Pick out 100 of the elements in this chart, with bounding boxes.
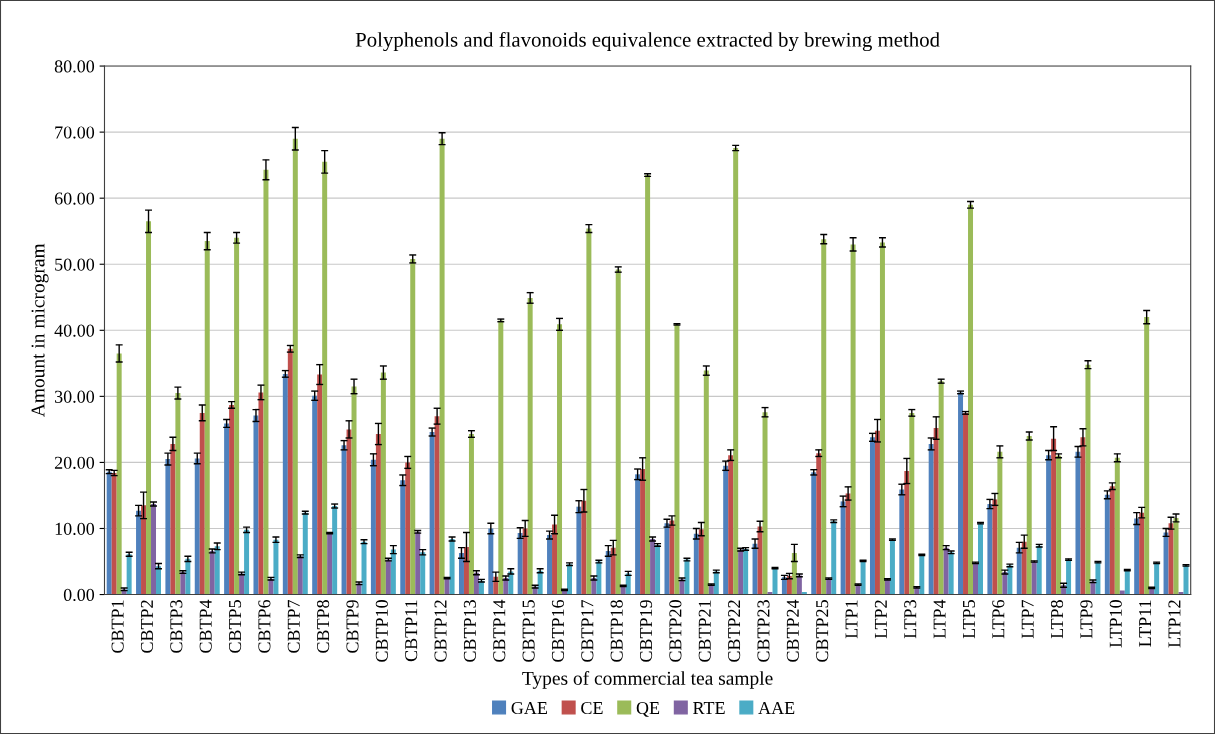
bar	[605, 550, 611, 595]
legend-label: RTE	[693, 702, 725, 714]
x-tick-label: CBTP2	[140, 600, 154, 653]
bar	[743, 548, 749, 595]
bar	[229, 404, 235, 595]
bar	[723, 465, 729, 595]
bar	[1075, 451, 1081, 595]
bar	[258, 392, 264, 595]
bar	[444, 578, 450, 595]
x-tick-label: CBTP18	[610, 600, 623, 662]
bar	[468, 434, 474, 595]
bar	[762, 412, 768, 595]
bar	[850, 244, 856, 595]
bar	[498, 320, 504, 595]
x-tick-label: CBTP7	[287, 599, 300, 653]
bar	[151, 504, 157, 595]
bar	[928, 443, 934, 595]
y-tick-label: 60.00	[54, 192, 95, 205]
bar	[889, 539, 895, 595]
bar	[728, 455, 734, 595]
x-tick-label: CBTP8	[317, 600, 330, 653]
x-tick-label: LTP9	[1080, 600, 1093, 639]
bar	[361, 541, 367, 595]
bar	[615, 269, 621, 595]
x-tick-label: CBTP1	[111, 600, 124, 653]
bar	[224, 423, 230, 595]
bar	[449, 539, 455, 595]
x-tick-label: LTP12	[1168, 600, 1181, 648]
bar	[263, 169, 269, 595]
y-tick-label: 70.00	[55, 126, 95, 139]
bar	[106, 471, 112, 595]
bar	[909, 412, 915, 595]
x-axis-title: Types of commercial tea sample	[522, 670, 773, 689]
bar	[244, 529, 250, 595]
bar	[1163, 532, 1169, 595]
bar	[1016, 547, 1022, 595]
bar	[292, 138, 298, 595]
bar	[733, 147, 739, 595]
bar	[752, 543, 758, 595]
bar	[904, 471, 910, 595]
bar	[919, 554, 925, 595]
y-tick-label: 20.00	[54, 456, 95, 469]
bar	[175, 393, 181, 595]
bar	[879, 242, 885, 595]
bar	[943, 547, 949, 595]
bar	[434, 416, 440, 595]
bar	[992, 499, 998, 595]
legend-label: CE	[581, 701, 603, 715]
bar	[1095, 562, 1101, 595]
x-tick-label: CBTP24	[786, 599, 799, 662]
bar	[635, 474, 641, 595]
bar	[791, 552, 797, 595]
bar	[987, 504, 993, 595]
y-tick-label: 80.00	[54, 60, 95, 73]
x-tick-label: CBTP13	[463, 600, 476, 662]
bar	[958, 392, 964, 595]
bar	[899, 489, 905, 595]
bar	[116, 353, 122, 595]
bar	[170, 443, 176, 595]
bar	[141, 505, 147, 595]
bar	[703, 370, 709, 595]
bar	[429, 432, 435, 595]
y-tick-label: 50.00	[55, 258, 95, 271]
x-tick-label: LTP10	[1109, 600, 1122, 648]
x-tick-label: CBTP12	[434, 600, 447, 662]
legend-label: QE	[636, 701, 660, 717]
bar	[111, 472, 117, 595]
x-tick-label: LTP6	[992, 599, 1005, 639]
bar	[821, 239, 827, 595]
bar	[199, 412, 205, 595]
x-tick-label: LTP8	[1050, 600, 1064, 639]
bar	[165, 459, 171, 595]
x-tick-label: CBTP20	[669, 600, 682, 662]
x-tick-label: CBTP14	[493, 599, 506, 662]
bar	[581, 500, 587, 595]
bar	[1173, 517, 1179, 595]
y-tick-label: 30.00	[55, 390, 95, 403]
bar	[439, 138, 445, 595]
bar	[527, 297, 533, 595]
bar	[698, 529, 704, 595]
bar	[146, 221, 152, 595]
y-tick-label: 40.00	[54, 324, 95, 337]
bar	[194, 458, 200, 595]
bar	[253, 415, 259, 595]
bar	[757, 526, 763, 595]
bar	[273, 539, 279, 595]
x-tick-label: CBTP10	[375, 600, 388, 662]
bar	[297, 556, 303, 595]
bar	[380, 372, 386, 595]
bar	[1104, 494, 1110, 595]
bar	[1144, 317, 1150, 595]
bar	[669, 520, 675, 595]
bar	[287, 348, 293, 595]
bar	[410, 258, 416, 595]
bar	[1036, 545, 1042, 595]
bar	[180, 572, 186, 595]
bar	[845, 493, 851, 595]
x-tick-label: CBTP25	[816, 600, 829, 662]
bar	[963, 412, 969, 595]
bar	[214, 546, 220, 595]
